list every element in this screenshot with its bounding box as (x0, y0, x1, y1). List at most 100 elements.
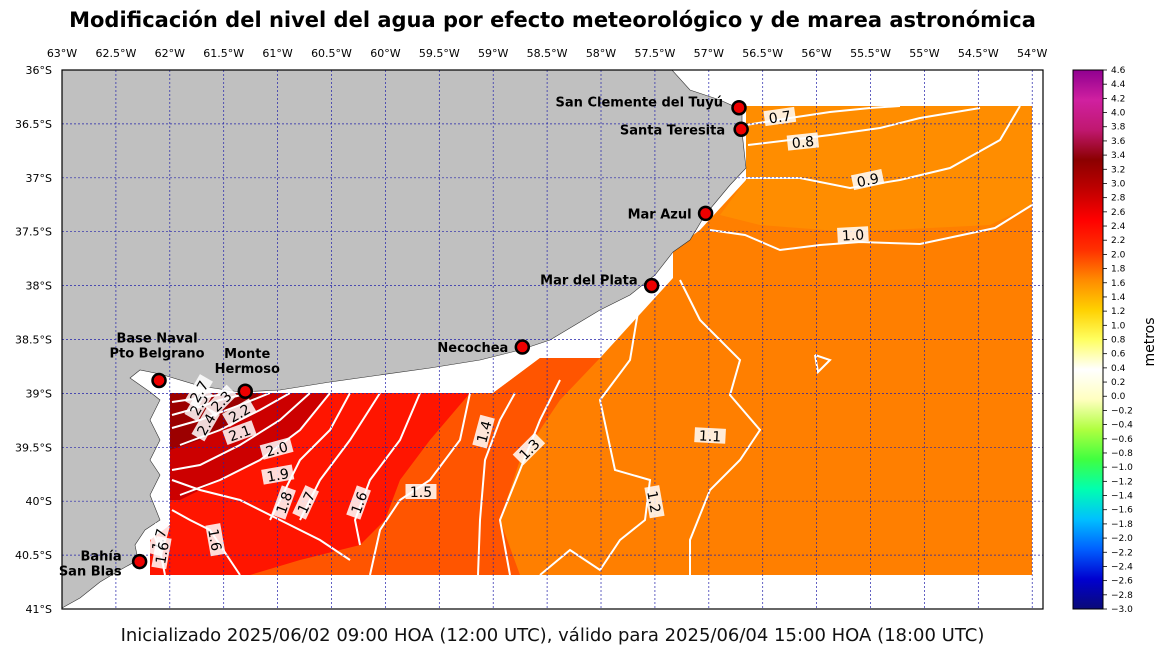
colorbar-tick-label: −3.0 (1111, 605, 1133, 615)
colorbar-tick-label: −1.4 (1111, 492, 1133, 502)
graticule-grid (62, 70, 1043, 609)
lon-tick-label: 58.5°W (527, 47, 568, 60)
contour-label: 0.8 (786, 132, 820, 152)
colorbar-tick-label: 2.2 (1111, 236, 1125, 246)
colorbar-tick-label: 3.0 (1111, 179, 1126, 189)
colorbar-tick-label: 2.0 (1111, 250, 1126, 260)
colorbar-tick-label: 1.4 (1111, 293, 1126, 303)
colorbar-tick-label: 2.6 (1111, 208, 1126, 218)
colorbar-tick-label: 0.4 (1111, 364, 1126, 374)
colorbar-ticks: 4.6 4.4 4.2 4.0 3.8 3.6 3.4 3.2 3.0 2.8 2.6 2.4 2.2 2… (1103, 66, 1133, 615)
station-label: San Blas (59, 565, 122, 580)
svg-text:1.9: 1.9 (266, 466, 291, 486)
station-label: Base Naval (116, 331, 197, 346)
lon-tick-label: 56°W (801, 47, 831, 60)
contour-label: 2.1 (222, 420, 257, 446)
station-marker (514, 339, 531, 355)
colorbar-tick-label: −1.8 (1111, 520, 1133, 530)
lat-tick-label: 39°S (26, 387, 52, 400)
map-title: Modificación del nivel del agua por efec… (69, 8, 1036, 32)
station-mar-del-plata: Mar del Plata (540, 274, 660, 294)
lat-tick-label: 40.5°S (15, 549, 52, 562)
colorbar-tick-label: 3.6 (1111, 137, 1126, 147)
station-label: Mar Azul (628, 207, 692, 222)
contour-label: 2.0 (259, 437, 294, 461)
station-label: Pto Belgrano (109, 346, 204, 361)
contour-label: 0.7 (763, 106, 797, 128)
lon-tick-label: 61.5°W (203, 47, 244, 60)
lat-tick-label: 37.5°S (15, 226, 52, 239)
colorbar-tick-label: 3.2 (1111, 165, 1125, 175)
station-mar-azul: Mar Azul (628, 205, 714, 222)
station-marker (733, 121, 749, 138)
station-marker (643, 277, 660, 294)
lat-tick-label: 37°S (26, 172, 52, 185)
lat-tick-label: 38.5°S (15, 334, 52, 347)
colorbar-tick-label: −2.8 (1111, 591, 1133, 601)
contour-label: 1.6 (151, 536, 173, 570)
lon-tick-label: 57.5°W (634, 47, 675, 60)
colorbar-tick-label: 1.0 (1111, 321, 1126, 331)
colorbar (1072, 69, 1104, 610)
forecast-validity-text: Inicializado 2025/06/02 09:00 HOA (12:00… (120, 625, 985, 646)
station-label: Mar del Plata (540, 274, 638, 289)
lon-tick-label: 56.5°W (742, 47, 783, 60)
svg-text:0.7: 0.7 (768, 109, 792, 128)
svg-text:1.6: 1.6 (204, 528, 224, 553)
map-frame (61, 69, 1044, 610)
contour-label: 1.4 (472, 414, 496, 449)
station-marker (131, 553, 148, 570)
contour-label: 1.8 (271, 485, 297, 520)
contour-label: 1.9 (261, 464, 295, 486)
colorbar-tick-label: 1.6 (1111, 279, 1126, 289)
lon-tick-label: 59.5°W (419, 47, 460, 60)
land-mass (61, 69, 747, 609)
station-label: San Clemente del Tuyú (556, 96, 723, 111)
station-santa-teresita: Santa Teresita (620, 121, 749, 138)
colorbar-tick-label: −2.2 (1111, 548, 1133, 558)
colorbar-tick-label: 2.4 (1111, 222, 1126, 232)
svg-text:2.1: 2.1 (227, 423, 253, 446)
svg-text:0.9: 0.9 (855, 171, 880, 191)
lon-tick-label: 62°W (155, 47, 185, 60)
lon-tick-label: 60.5°W (311, 47, 352, 60)
lon-tick-label: 62.5°W (95, 47, 136, 60)
station-marker (731, 99, 747, 116)
colorbar-tick-label: −0.6 (1111, 435, 1133, 445)
colorbar-tick-label: −1.2 (1111, 477, 1133, 487)
station-marker (697, 205, 714, 222)
contour-label: 1.5 (405, 484, 437, 501)
station-label: Hermoso (215, 362, 280, 377)
colorbar-tick-label: 1.2 (1111, 307, 1125, 317)
station-necochea: Necochea (437, 339, 531, 356)
svg-text:1.8: 1.8 (274, 490, 297, 516)
svg-text:1.2: 1.2 (643, 490, 663, 515)
lat-tick-label: 36.5°S (15, 118, 52, 131)
colorbar-tick-label: −0.8 (1111, 449, 1133, 459)
latitude-labels: 36°S 36.5°S 37°S 37.5°S 38°S 38.5°S 39°S 39.5°S… (15, 64, 52, 616)
colorbar-tick-label: −2.0 (1111, 534, 1133, 544)
colorbar-tick-label: 4.2 (1111, 94, 1125, 104)
colorbar-tick-label: 3.4 (1111, 151, 1126, 161)
colorbar-unit-label: metros (1142, 317, 1158, 366)
colorbar-tick-label: −2.4 (1111, 562, 1133, 572)
station-marker (151, 372, 167, 389)
stations: San Clemente del Tuyú Santa Teresita Mar A… (59, 96, 749, 580)
station-label: Monte (224, 347, 270, 362)
colorbar-tick-label: 3.8 (1111, 123, 1126, 133)
contour-label: 1.6 (346, 485, 371, 520)
station-san-clemente-del-tuy-: San Clemente del Tuyú (556, 96, 747, 116)
colorbar-tick-label: 1.8 (1111, 265, 1126, 275)
lon-tick-label: 58°W (586, 47, 616, 60)
lon-tick-label: 60°W (370, 47, 400, 60)
lon-tick-label: 61°W (262, 47, 292, 60)
contour-label: 1.6 (204, 523, 226, 557)
svg-text:1.0: 1.0 (841, 227, 864, 244)
lon-tick-label: 55°W (909, 47, 939, 60)
colorbar-tick-label: 0.6 (1111, 350, 1126, 360)
colorbar-tick-label: 4.6 (1111, 66, 1126, 76)
lat-tick-label: 41°S (26, 603, 52, 616)
